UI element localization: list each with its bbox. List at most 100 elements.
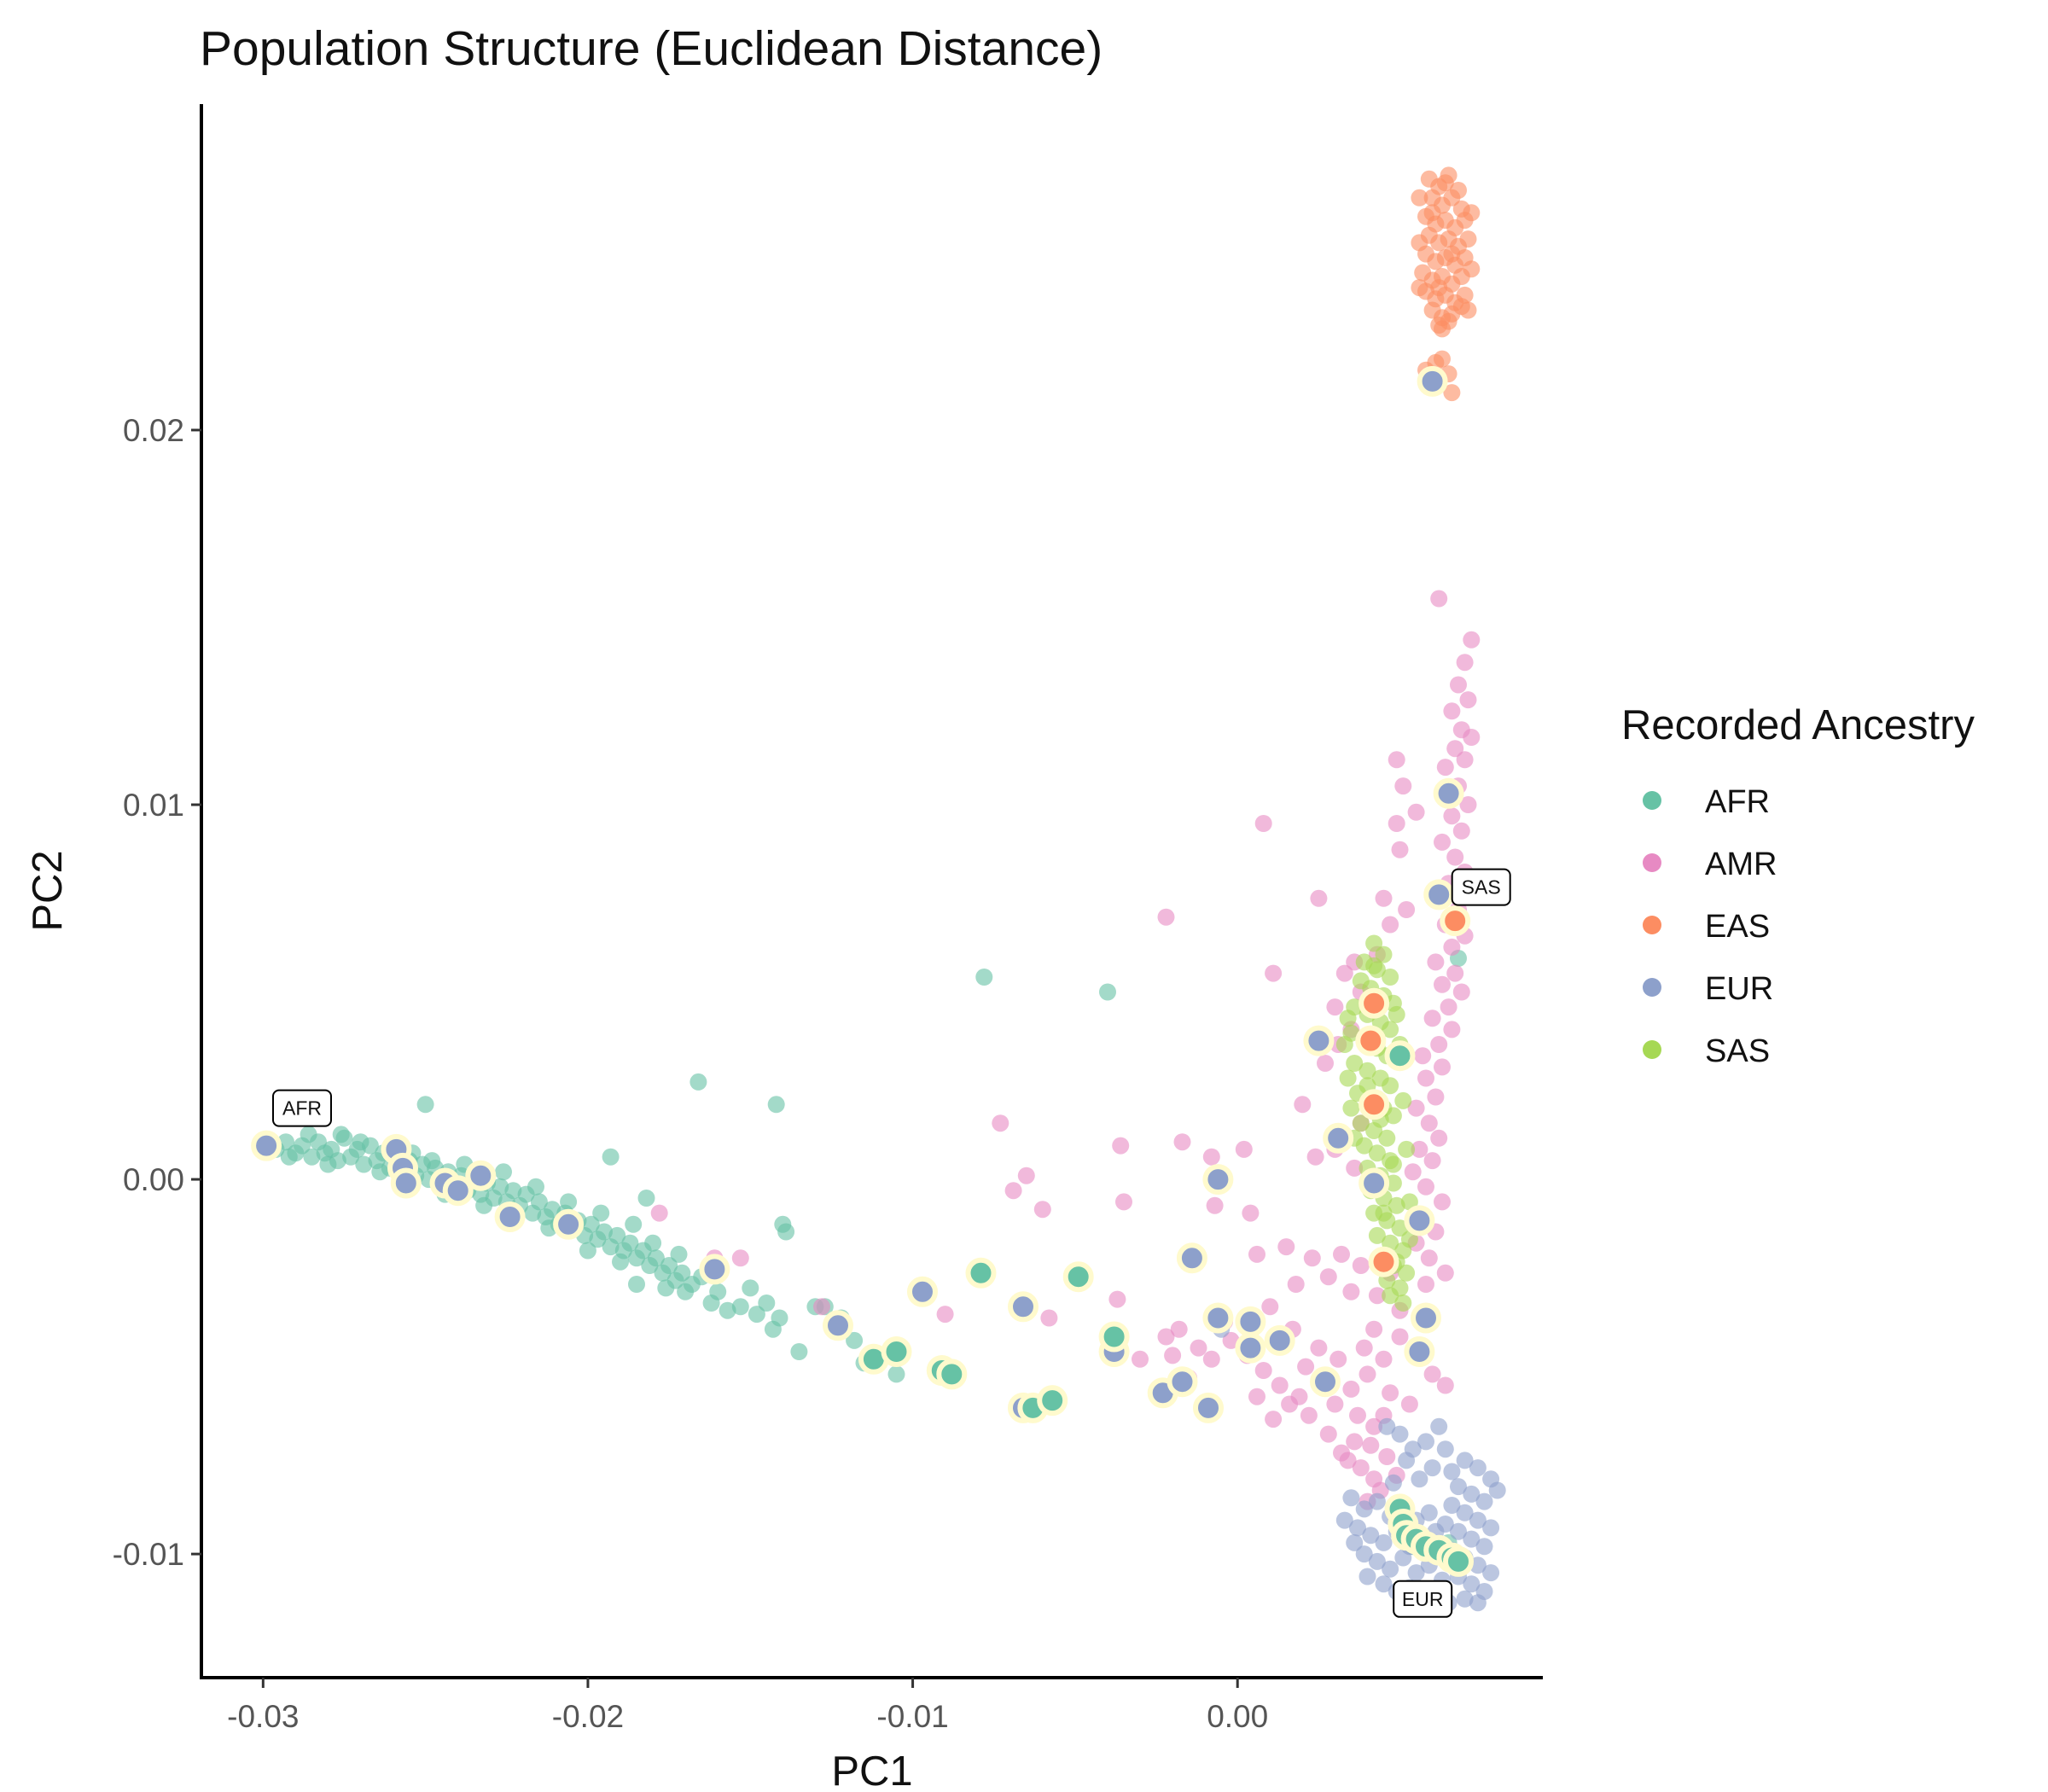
point-amr-100 bbox=[1359, 1365, 1376, 1383]
point-afr-100 bbox=[719, 1301, 736, 1319]
point-amr-101 bbox=[1342, 1380, 1360, 1398]
x-tick-label: -0.01 bbox=[876, 1699, 948, 1734]
point-afr-99 bbox=[709, 1283, 727, 1300]
point-amr-93 bbox=[1352, 1257, 1370, 1274]
point-amr-145 bbox=[1400, 1395, 1418, 1413]
point-afr-54 bbox=[621, 1234, 639, 1252]
point-eas-39 bbox=[1434, 320, 1451, 338]
point-afr-67 bbox=[319, 1155, 337, 1173]
point-amr-43 bbox=[1434, 1193, 1451, 1211]
point-sas-59 bbox=[1400, 1193, 1418, 1211]
point-amr-92 bbox=[1342, 1283, 1360, 1300]
point-eas-40 bbox=[1411, 189, 1428, 207]
point-amr-125 bbox=[1310, 1339, 1328, 1357]
point-eur-34 bbox=[1375, 1533, 1393, 1551]
point-eur-11 bbox=[1482, 1519, 1500, 1537]
point-afr-95 bbox=[767, 1096, 785, 1114]
point-eur-25 bbox=[1342, 1489, 1360, 1507]
highlight-point-eur-26 bbox=[1323, 1122, 1354, 1154]
points-layer bbox=[251, 166, 1506, 1612]
point-sas-33 bbox=[1384, 1174, 1402, 1192]
point-eas-47 bbox=[1423, 204, 1441, 222]
point-afr-101 bbox=[731, 1298, 749, 1316]
point-sas-0 bbox=[1365, 934, 1383, 952]
highlight-point-eur-19 bbox=[1202, 1164, 1234, 1196]
point-amr-83 bbox=[1235, 1140, 1253, 1158]
point-eur-7 bbox=[1488, 1481, 1506, 1499]
point-amr-85 bbox=[1242, 1204, 1260, 1222]
point-sas-36 bbox=[1388, 1196, 1405, 1214]
point-amr-60 bbox=[1335, 964, 1353, 982]
point-amr-110 bbox=[1319, 1425, 1337, 1443]
point-eas-43 bbox=[1463, 260, 1481, 278]
point-amr-47 bbox=[1420, 1249, 1438, 1267]
point-eas-42 bbox=[1411, 234, 1428, 252]
point-eur-23 bbox=[1456, 1590, 1474, 1608]
point-amr-10 bbox=[1436, 759, 1454, 777]
highlight-point-eur-27 bbox=[1359, 1167, 1390, 1199]
legend-label-amr: AMR bbox=[1705, 847, 1777, 882]
point-amr-116 bbox=[1222, 1331, 1240, 1349]
point-eur-59 bbox=[1378, 1417, 1396, 1435]
point-afr-36 bbox=[504, 1182, 522, 1200]
point-amr-16 bbox=[1446, 848, 1464, 866]
point-amr-26 bbox=[1434, 975, 1451, 993]
point-amr-67 bbox=[1254, 815, 1272, 832]
chart-title: Population Structure (Euclidean Distance… bbox=[200, 21, 1103, 76]
point-afr-66 bbox=[300, 1126, 317, 1143]
point-sas-53 bbox=[1342, 1099, 1360, 1117]
highlight-point-eur-10 bbox=[823, 1310, 853, 1341]
highlight-point-afr-41 bbox=[1062, 1261, 1094, 1293]
point-afr-52 bbox=[608, 1226, 626, 1244]
point-eur-26 bbox=[1355, 1500, 1373, 1518]
point-afr-62 bbox=[673, 1264, 691, 1282]
point-afr-50 bbox=[596, 1223, 613, 1241]
highlight-point-afr-43 bbox=[1384, 1040, 1416, 1072]
point-eas-44 bbox=[1411, 279, 1428, 297]
point-amr-94 bbox=[1368, 1287, 1386, 1305]
point-amr-36 bbox=[1407, 1099, 1425, 1117]
point-amr-118 bbox=[1190, 1339, 1207, 1357]
point-sas-20 bbox=[1382, 1077, 1399, 1095]
point-amr-149 bbox=[1378, 1448, 1396, 1465]
point-afr-97 bbox=[777, 1223, 795, 1241]
point-amr-28 bbox=[1440, 998, 1457, 1016]
point-afr-116 bbox=[1099, 983, 1116, 1001]
point-amr-31 bbox=[1430, 1036, 1448, 1053]
y-tick-label: -0.01 bbox=[113, 1537, 184, 1572]
point-eur-52 bbox=[1335, 1511, 1353, 1529]
point-amr-42 bbox=[1417, 1178, 1434, 1196]
point-amr-56 bbox=[1398, 901, 1416, 918]
point-afr-65 bbox=[280, 1148, 298, 1166]
y-tick-label: 0.02 bbox=[123, 413, 184, 448]
point-amr-129 bbox=[1281, 1395, 1299, 1413]
point-afr-73 bbox=[423, 1152, 441, 1170]
point-amr-89 bbox=[1303, 1249, 1321, 1267]
point-sas-60 bbox=[1400, 1231, 1418, 1248]
point-eur-2 bbox=[1469, 1459, 1487, 1477]
point-eur-42 bbox=[1394, 1549, 1412, 1567]
point-afr-69 bbox=[352, 1133, 369, 1151]
point-amr-134 bbox=[731, 1249, 749, 1267]
point-eas-6 bbox=[1443, 189, 1461, 207]
point-afr-86 bbox=[644, 1234, 662, 1252]
point-afr-111 bbox=[846, 1331, 864, 1349]
x-axis-title: PC1 bbox=[831, 1748, 912, 1792]
point-eur-31 bbox=[1420, 1504, 1438, 1521]
point-amr-7 bbox=[1463, 729, 1481, 746]
point-eur-41 bbox=[1382, 1560, 1399, 1578]
point-sas-49 bbox=[1394, 1295, 1412, 1312]
point-amr-75 bbox=[992, 1114, 1009, 1132]
point-amr-2 bbox=[1456, 654, 1474, 672]
point-amr-37 bbox=[1420, 1114, 1438, 1132]
point-afr-13 bbox=[355, 1155, 373, 1173]
point-amr-102 bbox=[1326, 1395, 1344, 1413]
point-afr-93 bbox=[637, 1190, 655, 1207]
point-amr-126 bbox=[1297, 1358, 1315, 1376]
point-amr-138 bbox=[1108, 1290, 1126, 1308]
point-amr-86 bbox=[1248, 1245, 1265, 1263]
point-amr-49 bbox=[1417, 1276, 1434, 1293]
point-amr-38 bbox=[1430, 1129, 1448, 1147]
